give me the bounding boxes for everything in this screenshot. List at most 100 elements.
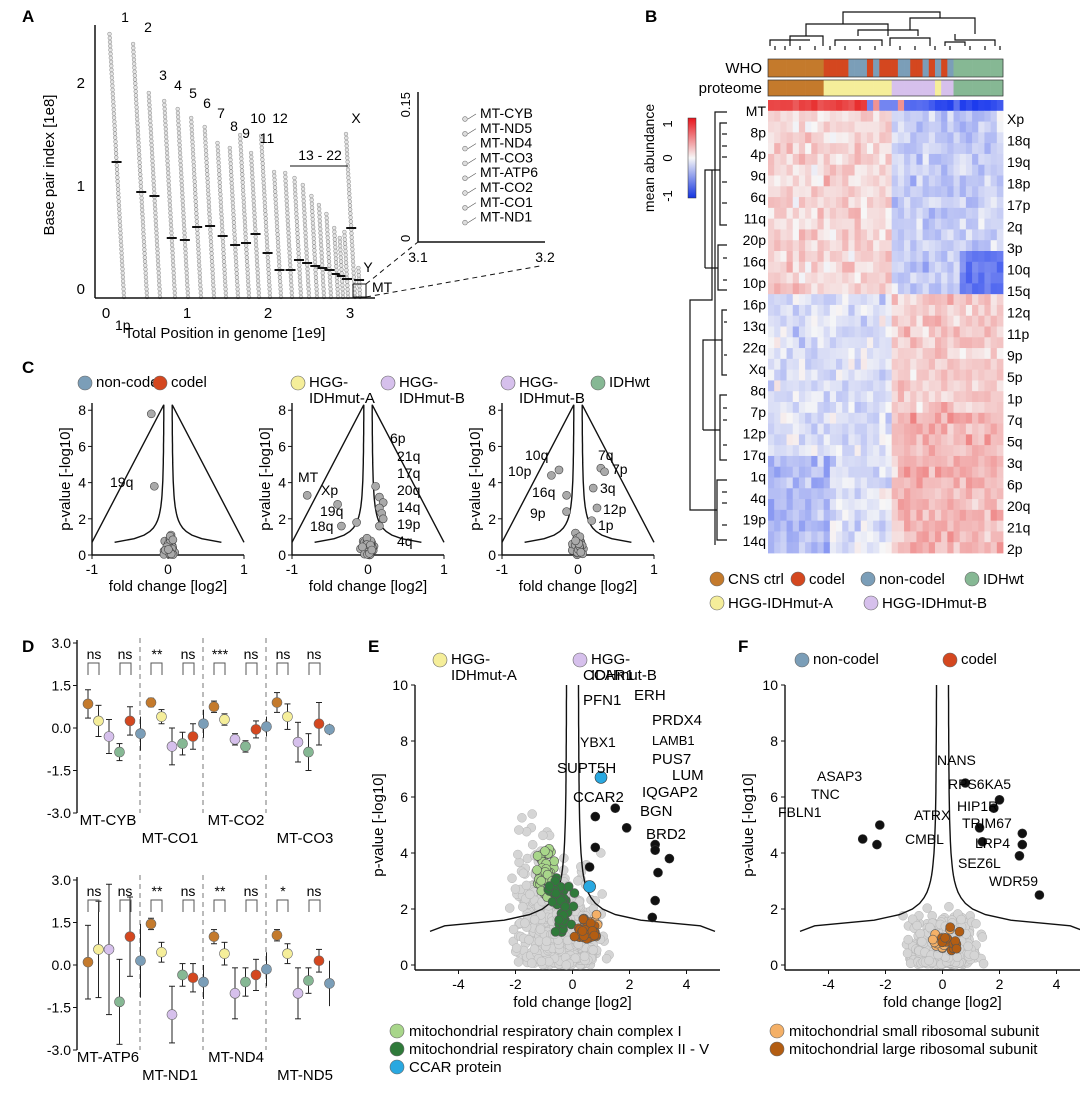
heat-cell <box>897 445 905 457</box>
heat-cell <box>959 391 967 403</box>
a-xtick: 3 <box>346 305 354 322</box>
a-point <box>111 115 117 120</box>
heat-cell <box>768 251 775 263</box>
heat-cell <box>854 466 862 478</box>
heat-cell <box>848 315 855 327</box>
heat-cell <box>965 369 973 381</box>
a-point <box>250 186 256 192</box>
heat-cell <box>972 240 979 252</box>
heat-cell <box>829 100 837 112</box>
heat-cell <box>965 348 973 360</box>
heat-cell <box>879 423 886 435</box>
a-point <box>294 211 299 216</box>
heat-cell <box>891 509 899 522</box>
a-point <box>184 266 189 272</box>
heat-cell <box>829 542 837 554</box>
heat-cell <box>990 251 998 263</box>
a-point <box>202 124 207 130</box>
a-point <box>107 31 112 37</box>
a-point <box>134 109 139 114</box>
a-point <box>121 286 126 292</box>
a-point <box>272 185 278 190</box>
heat-cell <box>984 121 992 133</box>
a-point <box>312 248 317 253</box>
heat-cell <box>780 197 787 209</box>
d-ytick: 3.0 <box>52 635 72 651</box>
a-point <box>134 101 139 106</box>
heat-cell <box>836 520 843 532</box>
heat-cell <box>904 121 911 133</box>
a-point <box>169 226 174 232</box>
heat-cell <box>891 207 899 220</box>
a-point <box>157 282 162 288</box>
heat-cell <box>774 509 781 522</box>
heat-cell <box>873 143 880 155</box>
a-point <box>163 126 168 132</box>
b-left-dendrogram <box>689 111 727 545</box>
a-point <box>171 262 176 268</box>
heat-cell <box>953 488 961 500</box>
heat-cell <box>959 380 967 392</box>
heat-cell <box>984 531 992 543</box>
heat-cell <box>910 542 917 554</box>
a-point <box>176 130 182 136</box>
heat-cell <box>910 412 917 424</box>
heat-cell <box>866 110 874 122</box>
heat-cell <box>953 110 961 122</box>
a-point <box>301 202 307 208</box>
zoom-line <box>365 265 541 298</box>
heat-cell <box>990 434 998 446</box>
c-xlabel: fold change [log2] <box>519 578 637 595</box>
heat-cell <box>817 315 825 327</box>
heat-cell <box>934 402 942 414</box>
heat-cell <box>990 197 998 209</box>
a-point <box>169 242 175 248</box>
heat-cell <box>798 218 806 230</box>
heat-cell <box>798 509 806 522</box>
a-point <box>245 267 250 272</box>
heat-cell <box>836 380 843 392</box>
a-point <box>275 232 280 237</box>
heat-cell <box>990 110 998 122</box>
heat-cell <box>978 315 985 327</box>
heat-cell <box>916 445 923 457</box>
heat-cell <box>897 542 905 554</box>
d-group-label: MT-ATP6 <box>77 1049 139 1066</box>
heat-cell <box>780 455 787 468</box>
heat-cell <box>972 520 979 532</box>
heat-cell <box>904 229 911 241</box>
ytick: 0 <box>770 957 778 973</box>
heat-cell <box>780 272 787 284</box>
heat-cell <box>860 445 868 457</box>
heat-cell <box>860 143 868 155</box>
heat-cell <box>916 164 923 176</box>
a-point <box>215 148 221 154</box>
heat-cell <box>947 218 954 230</box>
a-point <box>168 206 173 212</box>
heat-cell <box>768 164 775 176</box>
a-point <box>144 290 149 296</box>
heat-cell <box>798 434 806 446</box>
d-point <box>103 731 115 742</box>
heat-cell <box>792 391 800 403</box>
heat-cell <box>996 229 1004 241</box>
heat-cell <box>928 520 936 532</box>
heat-cell <box>904 466 911 478</box>
heat-cell <box>897 326 905 338</box>
c-xlabel: fold change [log2] <box>309 578 427 595</box>
heat-cell <box>842 391 849 403</box>
heat-cell <box>953 315 961 327</box>
row-label-right: 9p <box>1007 348 1023 364</box>
heat-cell <box>768 143 775 155</box>
heat-cell <box>805 240 812 252</box>
protein-point <box>518 902 528 912</box>
xlabel: fold change [log2] <box>883 994 1001 1011</box>
heat-cell <box>897 132 905 144</box>
heat-cell <box>836 121 843 133</box>
a-point <box>112 127 117 132</box>
chrom-label: X <box>351 110 361 126</box>
heat-cell <box>910 153 917 166</box>
a-point <box>292 175 297 181</box>
a-point <box>154 238 160 244</box>
who-label: WHO <box>725 60 762 77</box>
